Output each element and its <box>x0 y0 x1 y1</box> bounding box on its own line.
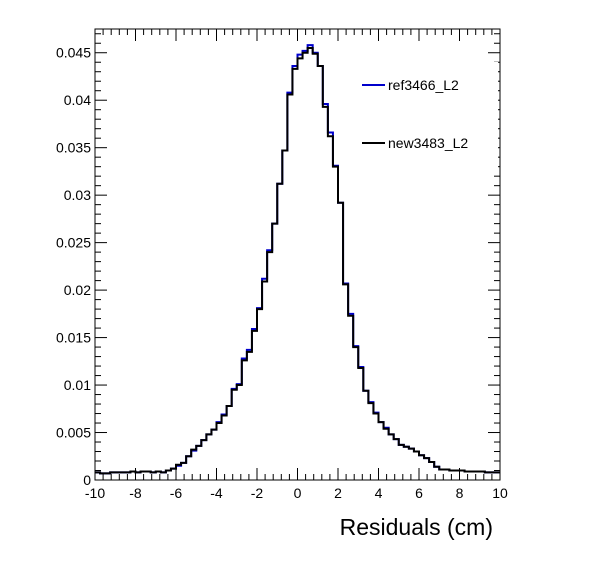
x-tick-label: 0 <box>294 485 302 501</box>
y-tick-label: 0.045 <box>56 45 91 61</box>
x-tick-label: -10 <box>85 485 105 501</box>
y-tick-label: 0.04 <box>64 92 91 108</box>
legend: ref3466_L2 new3483_L2 <box>358 62 498 174</box>
x-tick-labels: -10 -8 -6 -4 -2 0 2 4 6 8 10 <box>85 485 508 501</box>
y-tick-label: 0.03 <box>64 187 91 203</box>
x-tick-label: 10 <box>492 485 508 501</box>
x-tick-label: 2 <box>334 485 342 501</box>
x-axis-title: Residuals (cm) <box>340 514 493 540</box>
y-tick-label: 0.005 <box>56 425 91 441</box>
y-tick-label: 0 <box>83 472 91 488</box>
x-tick-label: -4 <box>210 485 223 501</box>
x-tick-label: -2 <box>251 485 264 501</box>
series-line-2 <box>95 46 500 475</box>
y-tick-label: 0.02 <box>64 282 91 298</box>
legend-box <box>358 62 498 174</box>
y-tick-label: 0.025 <box>56 235 91 251</box>
y-tick-label: 0.01 <box>64 377 91 393</box>
x-tick-label: 6 <box>415 485 423 501</box>
y-tick-label: 0.015 <box>56 330 91 346</box>
y-tick-label: 0.035 <box>56 140 91 156</box>
x-tick-label: -6 <box>170 485 183 501</box>
x-tick-label: 4 <box>375 485 383 501</box>
y-tick-labels: 0 0.005 0.01 0.015 0.02 0.025 0.03 0.035 0.04 0.0… <box>56 45 91 488</box>
x-tick-label: -8 <box>129 485 142 501</box>
x-tick-label: 8 <box>456 485 464 501</box>
series-layer <box>95 44 500 475</box>
legend-label-1: ref3466_L2 <box>388 77 459 93</box>
legend-label-2: new3483_L2 <box>388 135 468 151</box>
